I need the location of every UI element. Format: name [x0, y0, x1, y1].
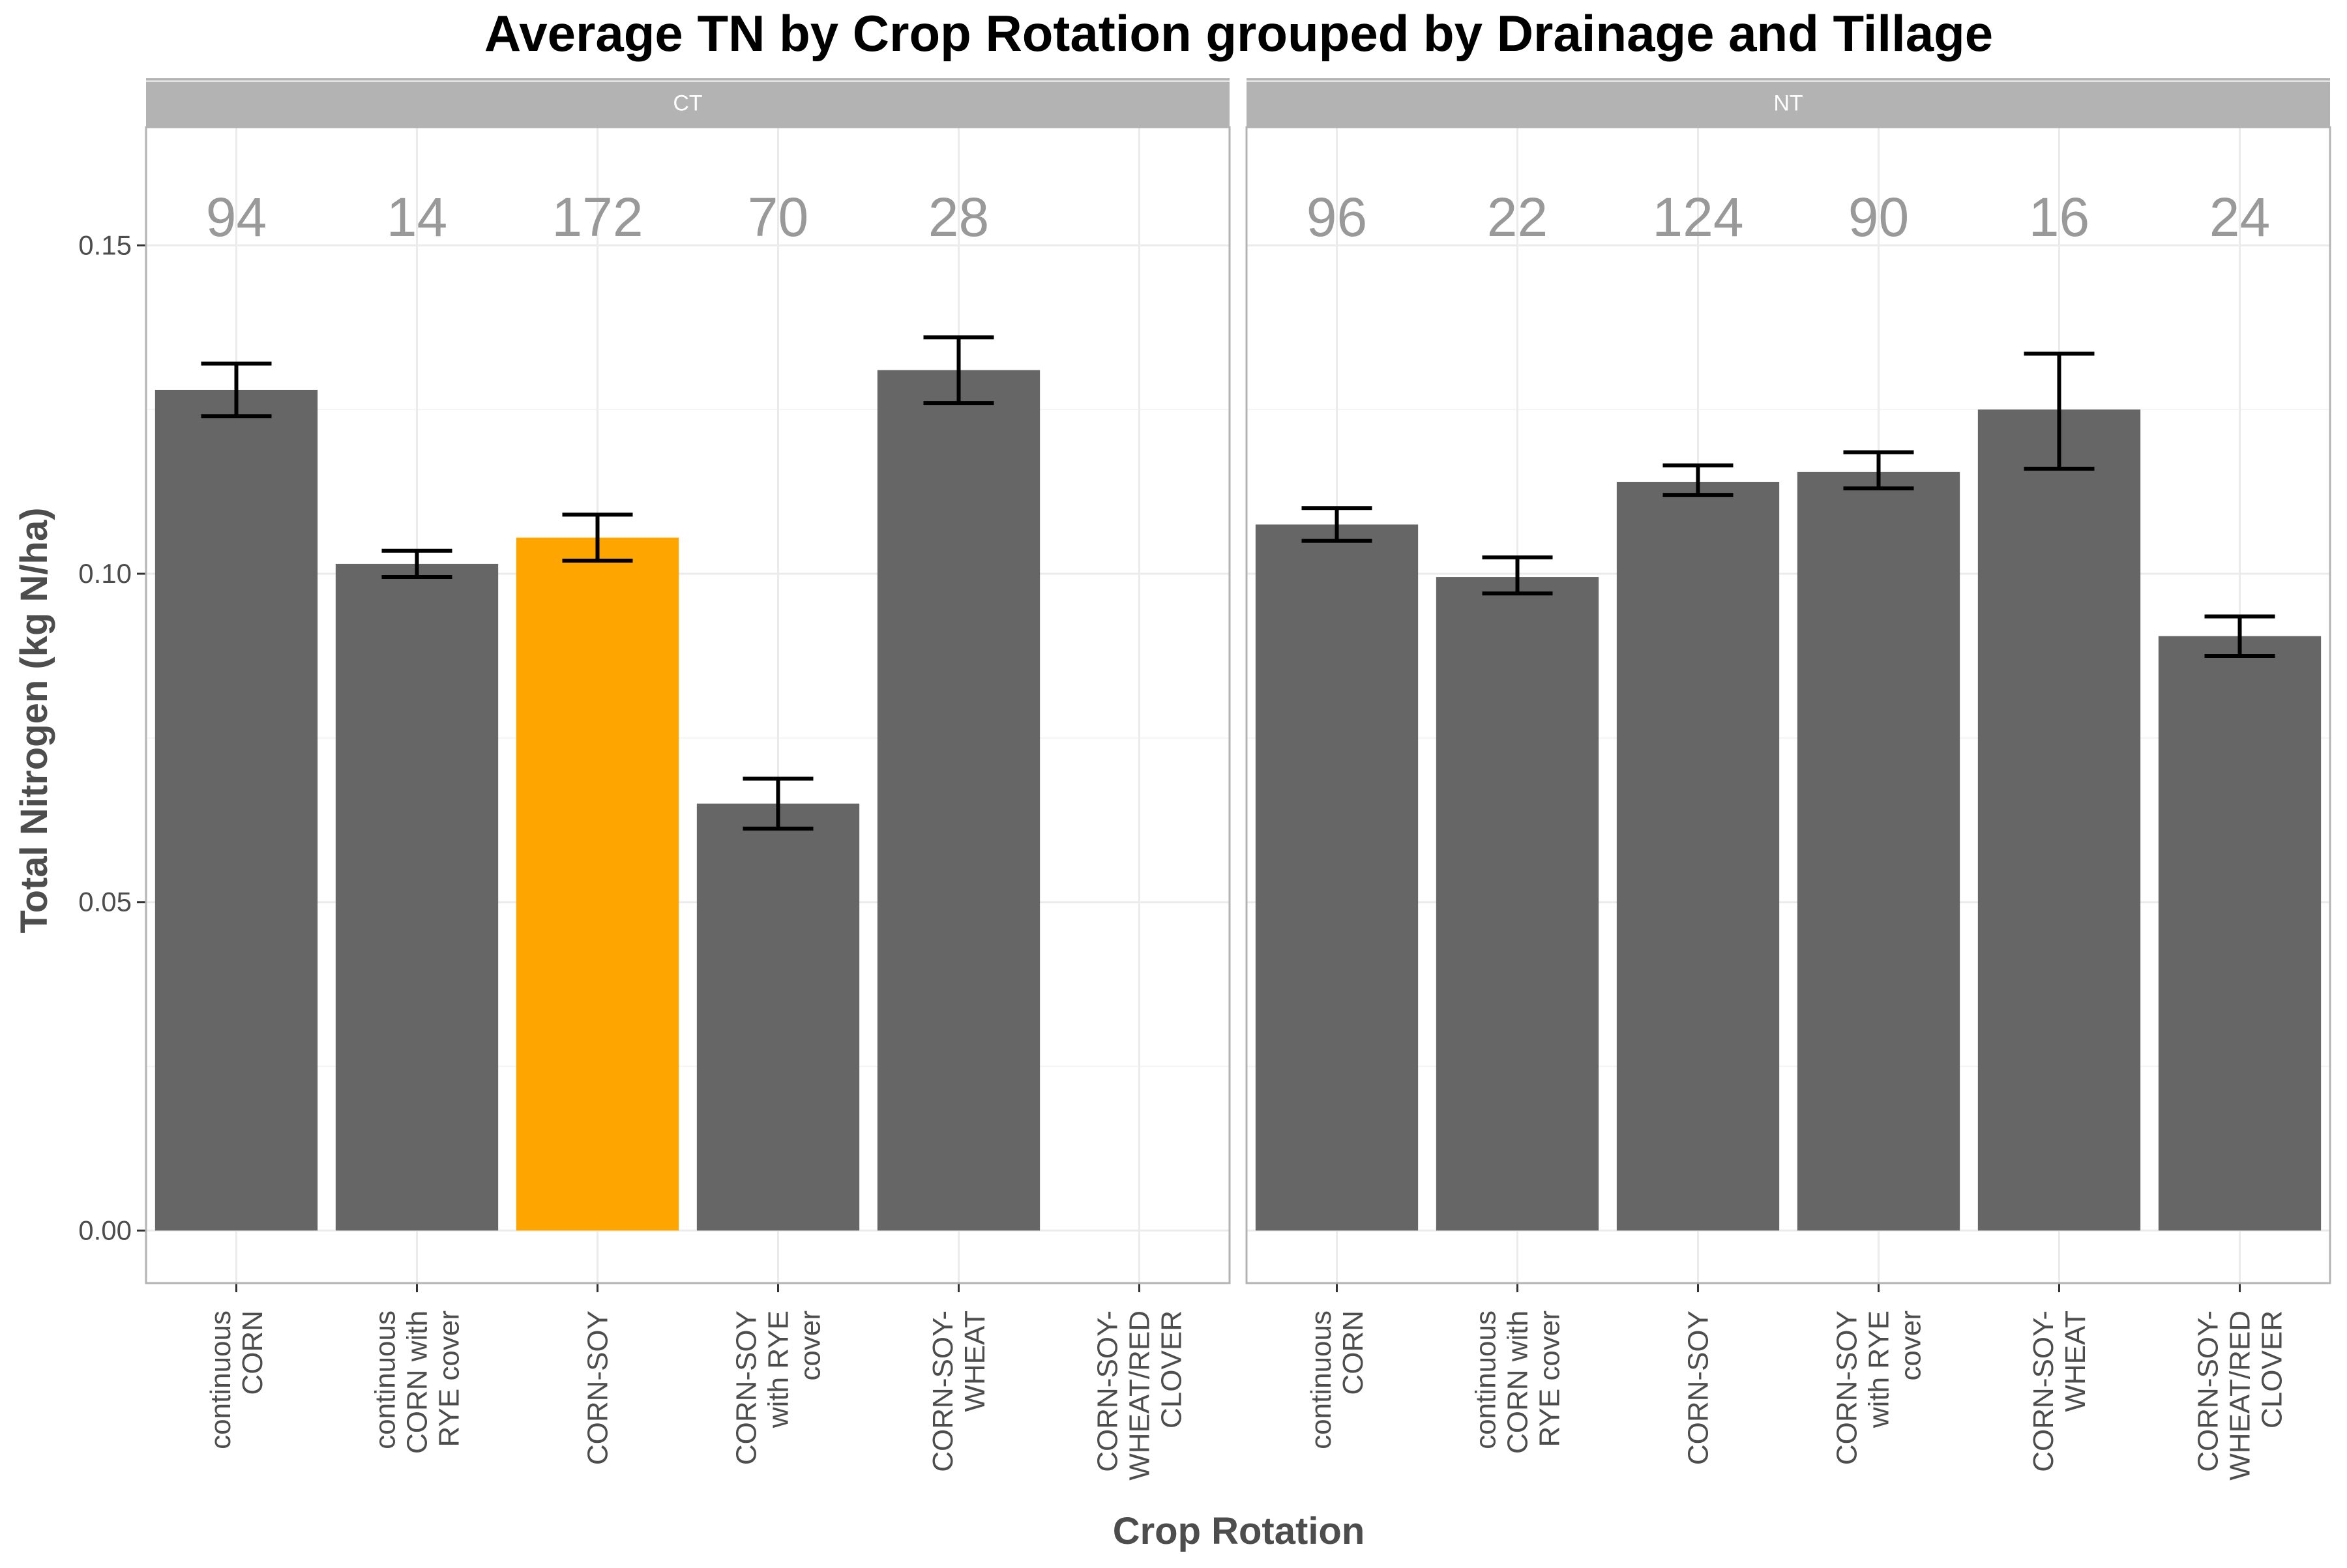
x-tick-label: CORN-SOY [1683, 1310, 1715, 1465]
x-tick-label: CORN-SOY- WHEAT/RED CLOVER [2192, 1310, 2288, 1481]
x-tick-label-line: CORN [237, 1310, 269, 1395]
x-tick-label-line: CORN-SOY- [2192, 1310, 2224, 1472]
x-tick-label-line: CORN-SOY- [2028, 1310, 2059, 1472]
panel-border [145, 126, 1231, 1284]
count-label: 22 [1487, 186, 1548, 248]
panel-border [1245, 126, 2331, 1284]
count-label: 70 [748, 186, 808, 248]
x-tick-label: continuous CORN with RYE cover [1470, 1310, 1566, 1454]
bar [1436, 577, 1599, 1231]
count-label: 96 [1306, 186, 1367, 248]
count-label: 14 [387, 186, 447, 248]
x-tick-label-line: continuous [1305, 1310, 1337, 1449]
count-label: 90 [1848, 186, 1909, 248]
bar [1616, 481, 1780, 1231]
x-tick-label: CORN-SOY- WHEAT [927, 1310, 991, 1472]
x-tick-label-line: continuous [370, 1310, 402, 1449]
panel-strip [146, 78, 1230, 127]
count-label: 28 [928, 186, 989, 248]
x-tick-label: continuous CORN with RYE cover [370, 1310, 465, 1454]
x-tick-label-line: CORN-SOY [731, 1310, 763, 1465]
x-tick-label-line: CORN with [402, 1310, 434, 1454]
x-tick-label-line: cover [1895, 1310, 1927, 1381]
bar [516, 537, 679, 1231]
bar [696, 803, 860, 1231]
x-tick-label-line: CLOVER [2256, 1310, 2288, 1428]
x-tick-label: CORN-SOY- WHEAT/RED CLOVER [1092, 1310, 1188, 1481]
x-tick-label-line: continuous [205, 1310, 237, 1449]
bar [1255, 524, 1419, 1231]
bar [1977, 409, 2141, 1231]
x-tick-label-line: RYE cover [1534, 1310, 1566, 1447]
x-tick-label-line: CORN-SOY [1831, 1310, 1863, 1465]
x-tick-label-line: WHEAT/RED [1124, 1310, 1156, 1481]
y-tick-label: 0.00 [78, 1215, 132, 1245]
y-axis-label: Total Nitrogen (kg N/ha) [13, 507, 55, 933]
bar [335, 563, 499, 1231]
x-tick-label-line: cover [795, 1310, 827, 1381]
x-tick-label: CORN-SOY with RYE cover [731, 1310, 827, 1465]
x-tick-label-line: continuous [1470, 1310, 1502, 1449]
x-axis-label: Crop Rotation [1113, 1510, 1365, 1552]
x-tick-label-line: CORN with [1502, 1310, 1534, 1454]
x-tick-label-line: CORN-SOY- [927, 1310, 959, 1472]
chart-title: Average TN by Crop Rotation grouped by D… [484, 5, 1993, 62]
x-tick-label-line: CORN-SOY [1683, 1310, 1715, 1465]
count-label: 16 [2029, 186, 2089, 248]
bar [2158, 636, 2322, 1231]
x-tick-label-line: with RYE [763, 1310, 795, 1428]
count-label: 24 [2209, 186, 2270, 248]
x-tick-label: CORN-SOY [582, 1310, 614, 1465]
x-tick-label: CORN-SOY- WHEAT [2028, 1310, 2091, 1472]
bar [155, 389, 318, 1231]
x-tick-label: continuous CORN [205, 1310, 269, 1449]
bar [1797, 471, 1960, 1231]
x-tick-label-line: with RYE [1863, 1310, 1895, 1428]
x-tick-label-line: CORN [1337, 1310, 1369, 1395]
panel-strip-label: NT [1773, 91, 1803, 116]
count-label: 94 [206, 186, 267, 248]
x-tick-label-line: WHEAT [2059, 1310, 2091, 1412]
x-tick-label-line: CORN-SOY [582, 1310, 614, 1465]
x-tick-label-line: WHEAT [959, 1310, 991, 1412]
x-tick-label-line: CLOVER [1156, 1310, 1188, 1428]
y-tick-label: 0.15 [78, 229, 132, 260]
y-tick-label: 0.10 [78, 558, 132, 589]
count-label: 172 [552, 186, 643, 248]
x-tick-label-line: WHEAT/RED [2224, 1310, 2256, 1481]
panel-strip [1247, 78, 2330, 127]
x-tick-label-line: CORN-SOY- [1092, 1310, 1124, 1472]
x-tick-label: continuous CORN [1305, 1310, 1369, 1449]
count-label: 124 [1652, 186, 1743, 248]
y-tick-label: 0.05 [78, 887, 132, 917]
x-tick-label-line: RYE cover [434, 1310, 465, 1447]
x-tick-label: CORN-SOY with RYE cover [1831, 1310, 1927, 1465]
bar [877, 370, 1041, 1231]
panel-strip-label: CT [673, 91, 702, 116]
